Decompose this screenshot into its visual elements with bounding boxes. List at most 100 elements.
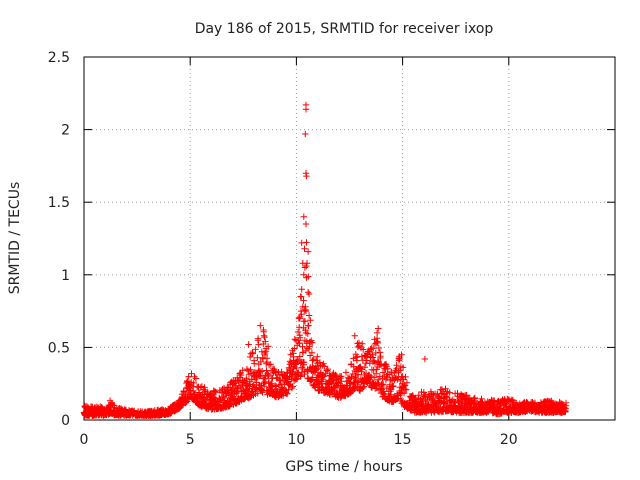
data-point xyxy=(267,361,274,368)
data-point xyxy=(314,353,321,360)
data-point xyxy=(303,274,310,281)
data-point xyxy=(360,346,367,353)
data-point xyxy=(259,389,266,396)
data-point xyxy=(262,338,269,345)
data-point xyxy=(478,395,485,403)
data-point xyxy=(246,353,254,361)
data-point xyxy=(367,373,375,380)
data-point xyxy=(304,289,312,296)
data-point xyxy=(387,391,395,398)
data-point xyxy=(265,361,273,369)
data-point xyxy=(293,364,300,372)
data-point xyxy=(243,376,250,384)
data-point xyxy=(300,297,307,304)
data-point xyxy=(290,365,297,373)
data-point xyxy=(289,383,296,390)
data-point xyxy=(296,324,303,331)
axis-ticks: 0 5 10 15 20 0 0.5 1 1.5 2 2.5 xyxy=(48,50,615,448)
data-point xyxy=(370,366,377,374)
y-tick-label: 2 xyxy=(61,123,70,139)
x-tick-label: 15 xyxy=(394,432,412,448)
data-point xyxy=(304,330,311,337)
data-point xyxy=(363,357,371,364)
data-point xyxy=(338,378,345,385)
data-point xyxy=(257,322,264,329)
data-point xyxy=(400,390,408,397)
data-point xyxy=(350,355,357,362)
chart-title: Day 186 of 2015, SRMTID for receiver ixo… xyxy=(195,21,494,37)
data-point xyxy=(196,389,203,396)
data-point xyxy=(375,344,383,352)
data-point xyxy=(245,341,252,348)
data-point xyxy=(297,372,304,379)
data-point xyxy=(292,361,299,368)
data-point xyxy=(302,326,309,334)
data-point xyxy=(201,384,208,391)
data-point xyxy=(284,390,291,397)
data-point xyxy=(320,373,328,380)
data-point xyxy=(300,213,307,220)
data-point xyxy=(361,364,369,371)
data-point xyxy=(381,390,388,398)
data-point xyxy=(303,262,310,270)
data-point xyxy=(298,311,305,318)
data-point xyxy=(300,271,307,278)
data-point xyxy=(379,389,386,397)
data-point xyxy=(319,376,327,383)
data-point xyxy=(354,371,362,378)
x-tick-label: 0 xyxy=(80,432,89,448)
data-point xyxy=(288,384,296,392)
grid-lines xyxy=(84,57,615,420)
data-point xyxy=(302,220,310,228)
data-point xyxy=(369,351,376,358)
data-point xyxy=(366,372,373,379)
data-point xyxy=(353,354,360,361)
data-point xyxy=(273,383,280,390)
data-point xyxy=(302,130,309,138)
data-point xyxy=(188,370,195,377)
data-point xyxy=(309,339,316,346)
plot-frame xyxy=(83,56,616,421)
data-point xyxy=(421,355,429,363)
data-point xyxy=(309,374,316,381)
data-point xyxy=(299,303,306,310)
data-point xyxy=(396,367,404,374)
data-point xyxy=(245,371,253,378)
data-point xyxy=(192,375,200,382)
data-points xyxy=(80,101,570,419)
data-point xyxy=(301,264,309,271)
y-tick-label: 0.5 xyxy=(48,340,70,356)
data-point xyxy=(308,349,316,356)
data-point xyxy=(252,346,259,353)
data-point xyxy=(380,381,387,388)
y-tick-label: 2.5 xyxy=(48,50,70,66)
data-point xyxy=(403,379,411,386)
data-point xyxy=(211,388,219,395)
data-point xyxy=(379,369,387,376)
data-point xyxy=(374,339,381,346)
data-point xyxy=(302,307,310,315)
data-point xyxy=(297,293,304,300)
data-point xyxy=(307,317,314,324)
data-point xyxy=(301,245,308,252)
x-tick-label: 10 xyxy=(287,432,305,448)
data-point xyxy=(331,383,339,391)
data-point xyxy=(296,315,303,322)
data-point xyxy=(225,391,233,398)
data-point xyxy=(375,379,382,387)
data-point xyxy=(191,373,198,380)
data-point xyxy=(263,367,270,374)
data-point xyxy=(304,322,312,329)
data-point xyxy=(373,329,381,337)
data-point xyxy=(229,393,237,400)
data-point xyxy=(296,339,303,347)
data-point xyxy=(402,373,409,381)
y-tick-label: 1.5 xyxy=(48,195,70,211)
data-point xyxy=(260,326,267,334)
data-point xyxy=(264,343,272,350)
data-point xyxy=(190,379,197,387)
data-point xyxy=(375,325,382,332)
y-tick-label: 1 xyxy=(61,268,70,284)
data-point xyxy=(446,389,453,396)
data-point xyxy=(261,333,268,341)
